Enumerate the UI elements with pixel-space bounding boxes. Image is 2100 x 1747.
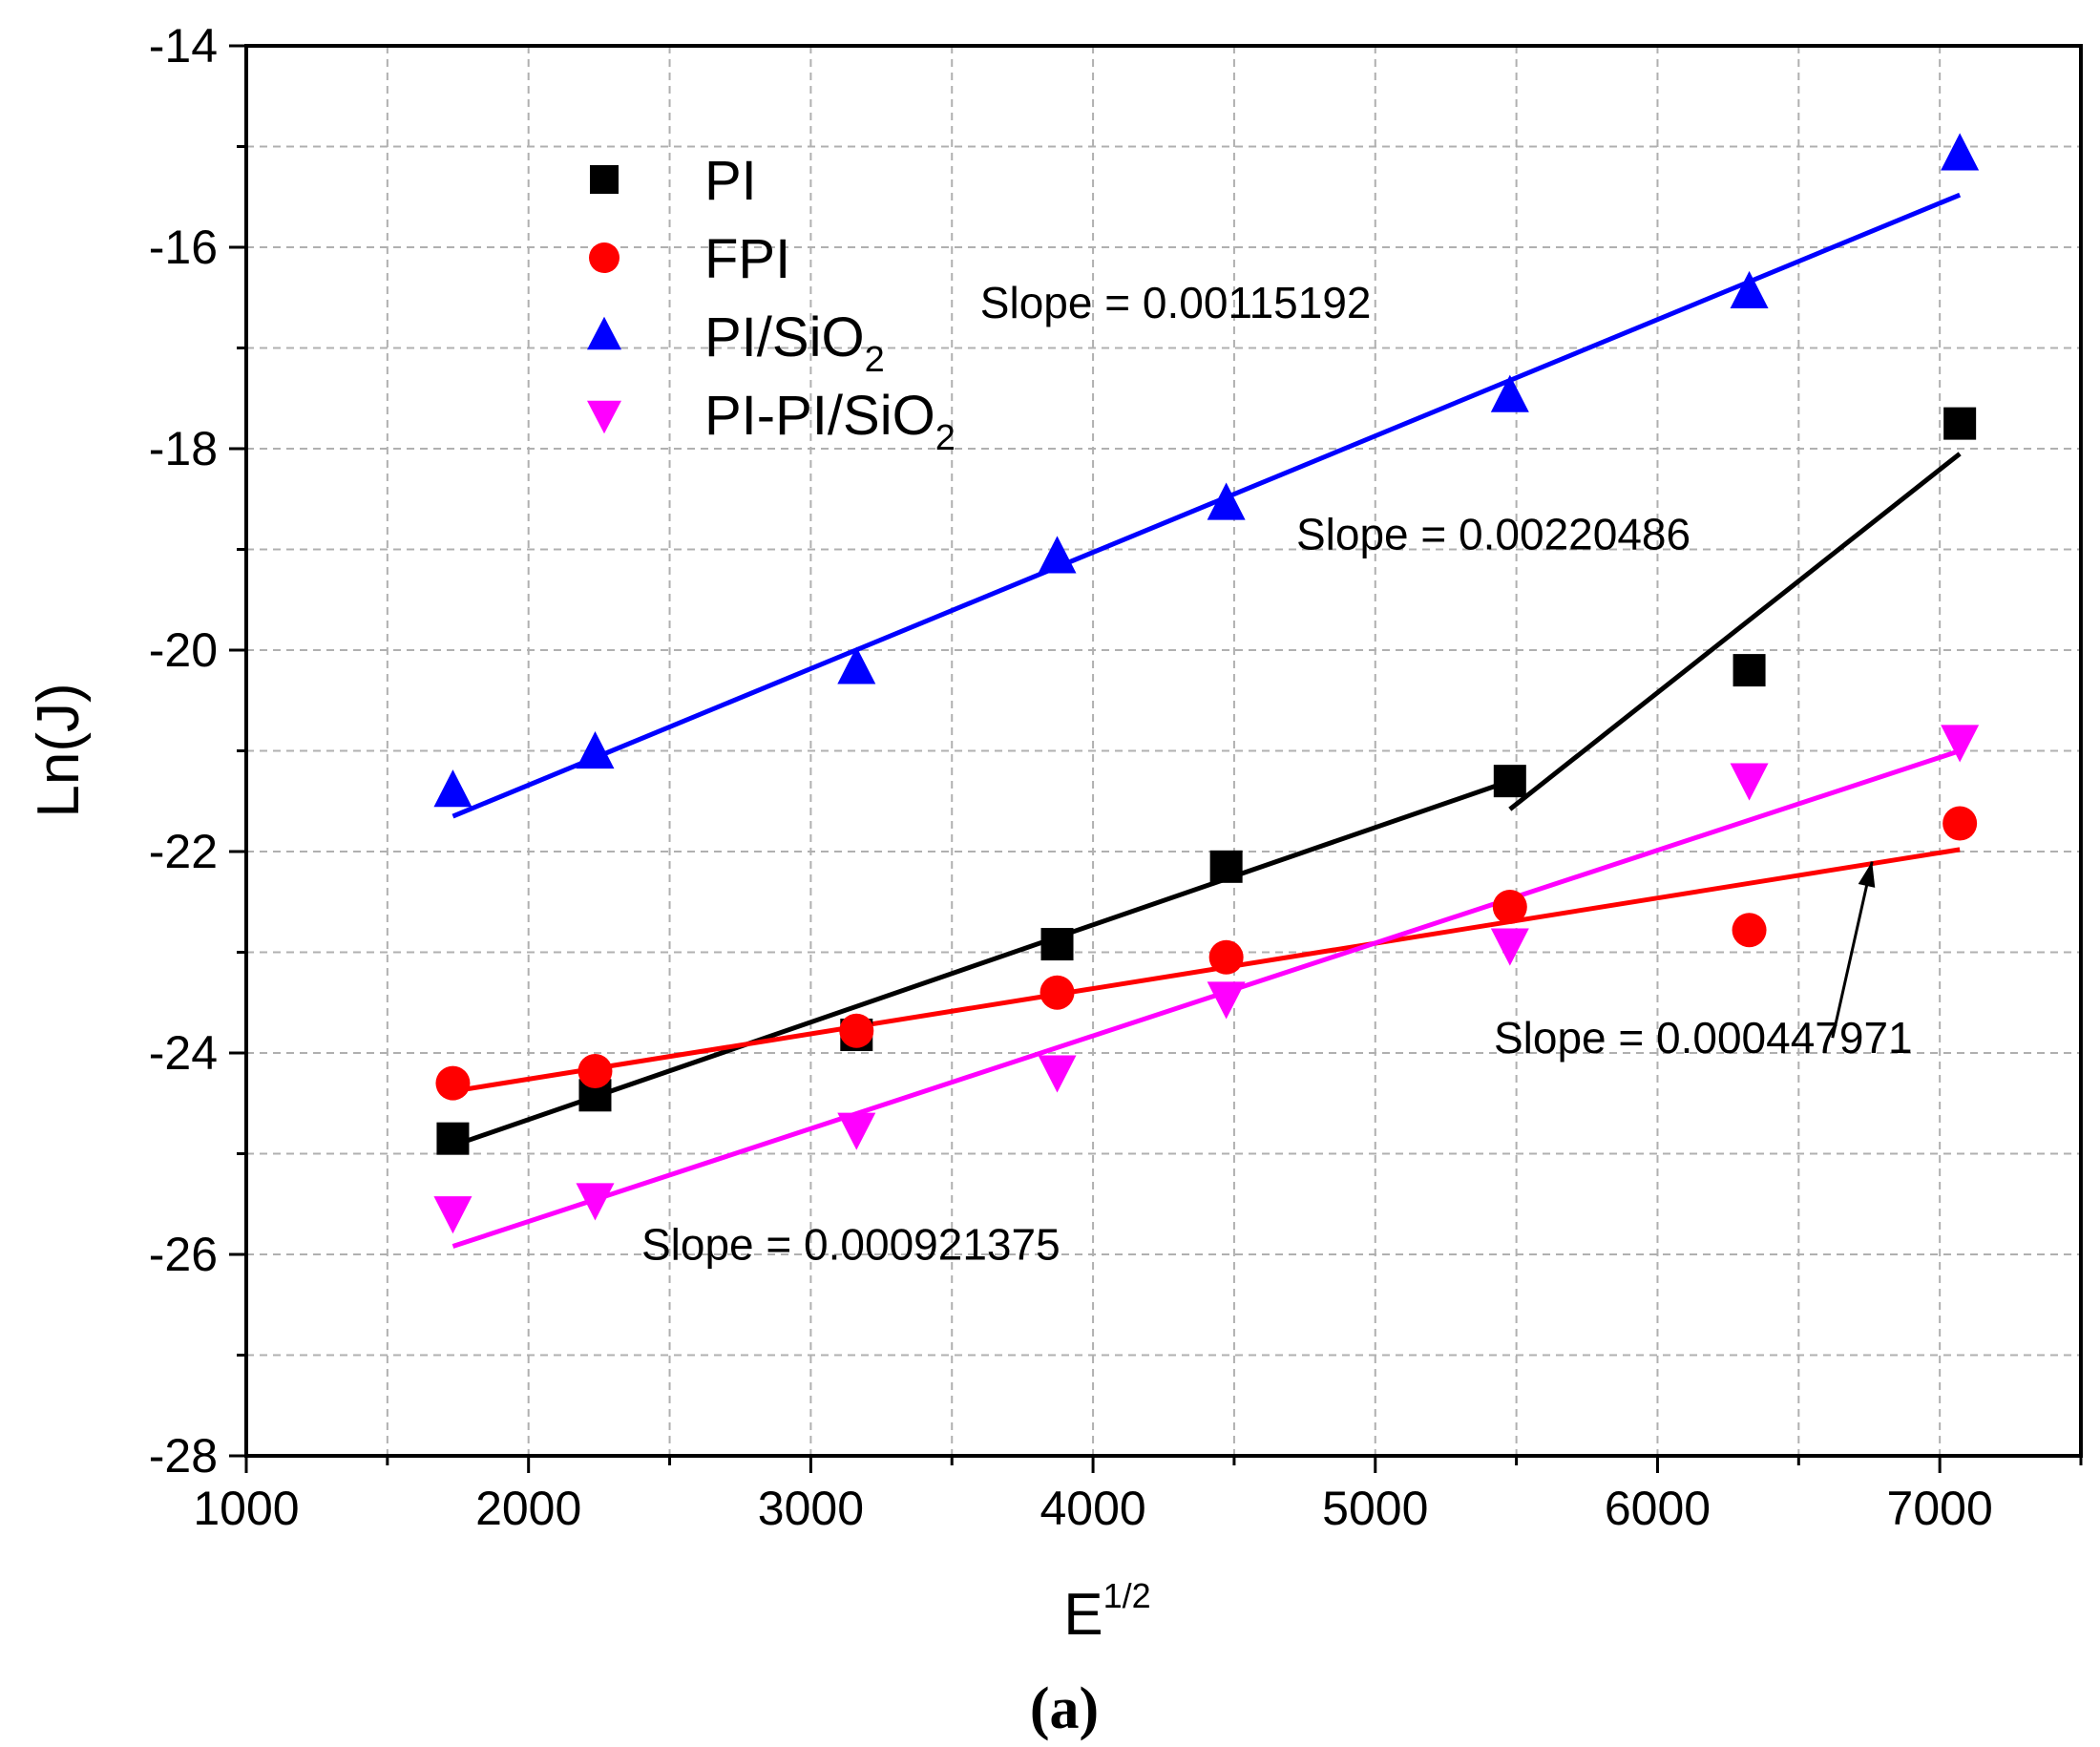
- x-axis-title: E1/2: [1063, 1576, 1150, 1648]
- fpi-point: [1942, 806, 1978, 841]
- grid: [246, 46, 2081, 1456]
- pi-sio2-point: [1941, 133, 1980, 171]
- pi-pi-sio2-point: [1941, 725, 1980, 763]
- pi-point: [1209, 850, 1243, 883]
- pi-sio2-point: [433, 769, 472, 808]
- pi-sio2-point: [837, 646, 876, 684]
- x-axis-title-base: E: [1063, 1582, 1102, 1648]
- x-tick-label: 3000: [758, 1482, 864, 1535]
- legend-marker-pi: [590, 165, 619, 194]
- y-tick-label: -14: [149, 19, 218, 73]
- figure-caption: (a): [1030, 1676, 1099, 1741]
- y-tick-label: -16: [149, 221, 218, 274]
- fpi-point: [1732, 913, 1767, 948]
- pi-point: [1732, 654, 1766, 687]
- y-tick-label: -24: [149, 1026, 218, 1080]
- pi-pi-sio2-fit-line: [452, 748, 1961, 1249]
- x-tick-label: 5000: [1322, 1482, 1428, 1535]
- y-tick-label: -18: [149, 422, 218, 475]
- y-tick-label: -26: [149, 1228, 218, 1281]
- annotation-arrow-head: [1858, 861, 1876, 888]
- slope-annotation: Slope = 0.00115192: [980, 278, 1372, 327]
- pi-pi-sio2-point: [1490, 928, 1529, 966]
- legend-label-fpi: FPI: [704, 228, 790, 290]
- legend-marker-pi-pi-sio2: [587, 400, 621, 434]
- x-tick-label: 4000: [1040, 1482, 1145, 1535]
- pi-sio2-point: [1490, 374, 1529, 412]
- x-axis-title-sup: 1/2: [1103, 1576, 1151, 1615]
- fpi-point: [1492, 890, 1527, 925]
- pi-point: [436, 1122, 470, 1155]
- fit-lines: [452, 192, 1962, 1249]
- data-points: [433, 133, 1980, 1234]
- slope-annotation: Slope = 0.00220486: [1296, 510, 1690, 559]
- pi-point: [1943, 407, 1977, 440]
- slope-annotation: Slope = 0.000921375: [641, 1219, 1060, 1269]
- pi-sio2-point: [1730, 270, 1769, 309]
- pi-fit-line: [452, 778, 1511, 1148]
- legend-marker-pi-sio2: [587, 316, 621, 350]
- x-tick-label: 7000: [1887, 1482, 1993, 1535]
- pi-pi-sio2-point: [837, 1112, 876, 1150]
- axis-ticks: 1000 2000 3000 4000 5000 6000 7000 -28 -26 -24 -22…: [149, 19, 2083, 1535]
- pi-pi-sio2-point: [1730, 763, 1769, 801]
- fpi-point: [435, 1065, 471, 1101]
- y-tick-label: -28: [149, 1429, 218, 1483]
- pi-sio2-point: [576, 731, 615, 769]
- pi-point: [1493, 765, 1526, 798]
- fpi-point: [1208, 939, 1244, 975]
- fpi-point: [578, 1053, 613, 1088]
- fpi-point: [1040, 975, 1075, 1010]
- y-tick-label: -20: [149, 623, 218, 677]
- legend-label-pi: PI: [704, 150, 757, 212]
- legend-marker-fpi: [589, 242, 620, 273]
- x-tick-label: 1000: [193, 1482, 299, 1535]
- fpi-point: [839, 1013, 874, 1048]
- legend-label-pi-pi-sio2: PI-PI/SiO2: [704, 385, 956, 458]
- x-tick-label: 2000: [475, 1482, 581, 1535]
- y-tick-label: -22: [149, 825, 218, 878]
- pi-point: [1040, 928, 1074, 961]
- pi-sio2-fit-line: [452, 192, 1962, 819]
- annotation-arrow-shaft: [1831, 861, 1874, 1039]
- pi-pi-sio2-point: [1207, 981, 1246, 1020]
- pi-pi-sio2-point: [433, 1196, 472, 1234]
- pi-pi-sio2-point: [1038, 1055, 1077, 1093]
- slope-annotation: Slope = 0.000447971: [1494, 1013, 1913, 1063]
- pi-sio2-point: [1207, 482, 1246, 520]
- legend-label-pi-sio2: PI/SiO2: [704, 306, 885, 380]
- x-tick-label: 6000: [1605, 1482, 1711, 1535]
- y-axis-title: Ln(J): [26, 683, 92, 817]
- pi-pi-sio2-point: [576, 1183, 615, 1221]
- slope-annotations: Slope = 0.00115192 Slope = 0.00220486 Slop…: [641, 278, 1913, 1269]
- fpi-fit-line: [452, 847, 1961, 1094]
- pi-sio2-point: [1038, 536, 1077, 574]
- pi-fit-line: [1508, 452, 1962, 811]
